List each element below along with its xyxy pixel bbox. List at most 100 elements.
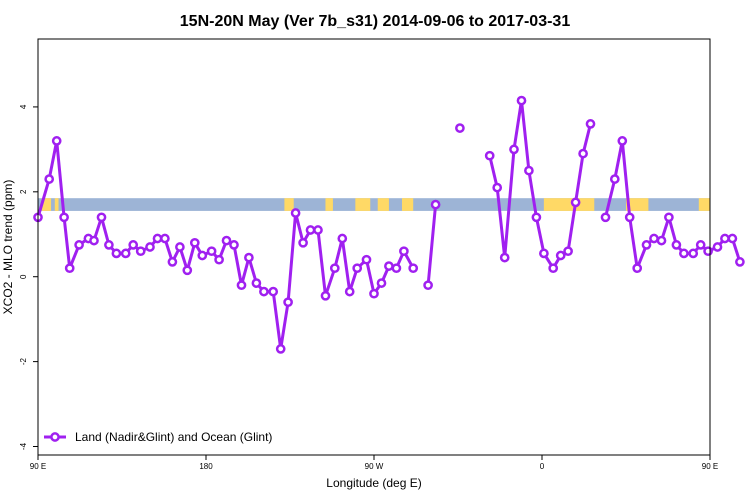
data-point bbox=[160, 233, 170, 244]
x-axis-label: Longitude (deg E) bbox=[326, 476, 421, 490]
series-line-segment bbox=[426, 204, 438, 286]
data-point bbox=[369, 288, 379, 299]
data-point bbox=[649, 233, 659, 244]
band-yellow-segment bbox=[698, 198, 710, 211]
data-point bbox=[290, 208, 301, 218]
data-point bbox=[656, 235, 667, 246]
data-point bbox=[641, 240, 652, 250]
data-point bbox=[509, 144, 519, 155]
data-point bbox=[236, 280, 247, 291]
data-point bbox=[492, 182, 503, 193]
data-point bbox=[251, 278, 262, 288]
legend: Land (Nadir&Glint) and Ocean (Glint) bbox=[44, 430, 272, 444]
data-point bbox=[578, 148, 588, 159]
data-point bbox=[182, 265, 193, 276]
data-point bbox=[664, 212, 674, 223]
data-point bbox=[111, 248, 122, 259]
y-axis-label: XCO2 - MLO trend (ppm) bbox=[1, 180, 15, 315]
y-tick-label: -4 bbox=[19, 442, 28, 450]
band-yellow-segment bbox=[325, 198, 333, 211]
y-tick-label: 0 bbox=[19, 274, 28, 279]
data-point bbox=[531, 212, 542, 223]
band-yellow-segment bbox=[54, 198, 59, 211]
data-point bbox=[600, 212, 611, 223]
reference-band bbox=[38, 198, 710, 211]
data-point bbox=[135, 246, 146, 257]
data-point bbox=[167, 257, 178, 267]
data-point bbox=[361, 254, 372, 265]
series-line-segment bbox=[488, 99, 592, 270]
data-point bbox=[305, 225, 316, 235]
data-point bbox=[671, 240, 682, 250]
data-point bbox=[44, 174, 55, 184]
data-point bbox=[499, 252, 510, 263]
data-point bbox=[268, 286, 279, 297]
band-yellow-segment bbox=[543, 198, 595, 211]
legend-entry-label: Land (Nadir&Glint) and Ocean (Glint) bbox=[75, 430, 272, 444]
data-point bbox=[152, 233, 163, 244]
data-point bbox=[563, 246, 573, 257]
data-point bbox=[51, 136, 62, 146]
data-point bbox=[275, 344, 286, 354]
band-yellow-segment bbox=[377, 198, 389, 211]
data-point bbox=[89, 235, 99, 246]
data-point bbox=[727, 233, 738, 244]
data-point bbox=[145, 242, 155, 252]
y-tick-label: -2 bbox=[19, 358, 28, 366]
data-point bbox=[352, 263, 363, 274]
data-point bbox=[59, 212, 69, 223]
data-point bbox=[399, 246, 409, 257]
band-yellow-segment bbox=[355, 198, 371, 211]
x-axis: 90 E 180 90 W 0 90 E bbox=[30, 455, 718, 471]
data-point bbox=[703, 246, 713, 257]
data-point bbox=[712, 242, 723, 252]
data-point bbox=[74, 240, 84, 250]
data-point bbox=[128, 240, 139, 250]
data-point bbox=[609, 174, 620, 184]
data-point bbox=[539, 248, 549, 259]
chart-title: 15N-20N May (Ver 7b_s31) 2014-09-06 to 2… bbox=[180, 13, 571, 30]
data-point bbox=[259, 286, 269, 297]
y-tick-label: 4 bbox=[19, 104, 28, 109]
data-point bbox=[617, 136, 628, 146]
data-point bbox=[214, 254, 224, 265]
data-point bbox=[244, 252, 254, 263]
x-tick-label: 90 E bbox=[702, 462, 718, 471]
data-point bbox=[320, 290, 331, 301]
band-blue bbox=[38, 198, 710, 211]
data-point bbox=[524, 165, 534, 176]
data-point bbox=[555, 250, 566, 261]
data-point bbox=[570, 197, 581, 208]
data-point bbox=[624, 212, 635, 223]
data-point bbox=[344, 286, 355, 297]
data-point bbox=[695, 240, 706, 250]
data-point bbox=[229, 240, 239, 250]
data-point bbox=[329, 263, 340, 274]
data-point bbox=[64, 263, 75, 274]
data-series bbox=[33, 95, 745, 354]
x-tick-label: 90 E bbox=[30, 462, 46, 471]
x-tick-label: 180 bbox=[199, 462, 213, 471]
y-tick-label: 2 bbox=[19, 189, 28, 194]
data-point bbox=[120, 248, 131, 259]
band-yellow-segment bbox=[402, 198, 414, 211]
data-point bbox=[720, 233, 730, 244]
data-point bbox=[423, 280, 433, 291]
data-point bbox=[96, 212, 107, 223]
data-point bbox=[206, 246, 217, 257]
data-point bbox=[632, 263, 643, 274]
legend-marker-swatch bbox=[50, 432, 60, 442]
data-point bbox=[391, 263, 402, 274]
data-point bbox=[484, 150, 495, 161]
data-point bbox=[679, 248, 689, 259]
data-point bbox=[337, 233, 348, 244]
x-tick-label: 0 bbox=[540, 462, 545, 471]
data-point bbox=[430, 199, 441, 210]
band-yellow-segment bbox=[41, 198, 52, 211]
data-point bbox=[408, 263, 419, 274]
data-point bbox=[197, 250, 208, 261]
band-yellow-segment bbox=[626, 198, 649, 211]
data-point bbox=[298, 237, 308, 248]
data-point bbox=[283, 297, 293, 308]
